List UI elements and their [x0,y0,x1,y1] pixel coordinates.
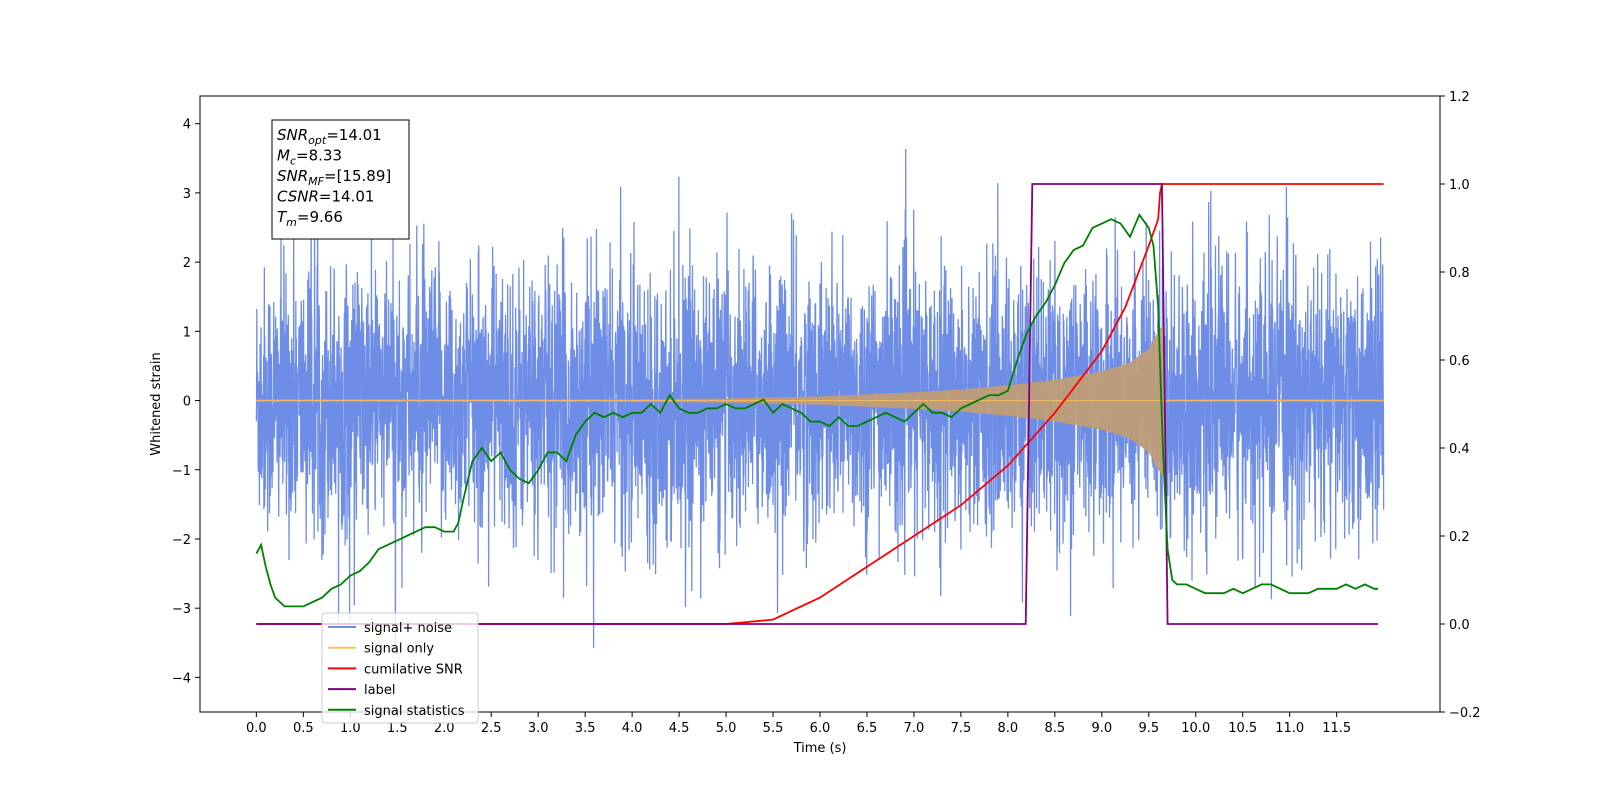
x-tick-label: 6.0 [810,721,831,736]
y-axis-left: 4 3 2 1 0 −1 −2 −3 −4 [172,118,200,686]
y2-tick-label: 0.6 [1449,354,1470,369]
legend-frame [321,612,479,724]
x-axis-label: Time (s) [793,741,847,756]
x-tick-label: 6.5 [857,721,878,736]
y-tick-label: −3 [172,602,191,617]
x-tick-label: 10.0 [1181,721,1210,736]
y-axis-right: 1.2 1.0 0.8 0.6 0.4 0.2 0.0 −0.2 [1440,90,1481,721]
legend: signal+ noise signal only cumilative SNR la… [321,612,479,724]
x-tick-label: 3.0 [528,721,549,736]
legend-label: label [364,683,395,698]
y2-tick-label: 0.0 [1449,618,1470,633]
y-tick-label: 1 [183,325,191,340]
annotation-line: Tm=9.66 [277,208,343,229]
annotation-line: SNRopt=14.01 [277,126,382,147]
x-tick-label: 8.5 [1045,721,1066,736]
x-tick-label: 5.0 [716,721,737,736]
legend-label: signal statistics [364,704,465,719]
x-tick-label: 0.0 [246,721,267,736]
x-tick-label: 5.5 [763,721,784,736]
y-tick-label: 3 [183,187,191,202]
series-signal-noise [255,149,1385,654]
y-tick-label: 0 [183,395,191,410]
x-tick-label: 7.5 [951,721,972,736]
x-tick-label: 7.0 [904,721,925,736]
y2-tick-label: 1.2 [1449,90,1470,105]
x-tick-label: 11.5 [1322,721,1351,736]
y2-tick-label: 0.8 [1449,266,1470,281]
series-label [256,183,1378,625]
x-tick-label: 1.5 [387,721,408,736]
series-layer [255,149,1385,654]
y2-tick-label: 1.0 [1449,178,1470,193]
series-signal-statistics [255,212,1378,608]
y-tick-label: 2 [183,256,191,271]
y-tick-label: −2 [172,533,191,548]
y-tick-label: −1 [172,464,191,479]
annotation-line: SNRMF=[15.89] [277,167,391,188]
annotation-box: SNRopt=14.01Mc=8.33SNRMF=[15.89]CSNR=14.… [271,119,410,240]
legend-label: signal+ noise [364,621,452,636]
legend-label: cumilative SNR [364,662,463,677]
x-tick-label: 1.0 [340,721,361,736]
x-tick-label: 4.5 [669,721,690,736]
x-axis: 0.0 0.5 1.0 1.5 2.0 2.5 3.0 3.5 4.0 4.5 5.0 5.5 6.0 6… [246,712,1351,736]
x-tick-label: 2.0 [434,721,455,736]
annotation-line: Mc=8.33 [277,147,342,168]
legend-label: signal only [364,642,434,657]
x-tick-label: 2.5 [481,721,502,736]
x-tick-label: 3.5 [575,721,596,736]
x-tick-label: 4.0 [622,721,643,736]
y2-tick-label: 0.2 [1449,530,1470,545]
x-tick-label: 9.5 [1138,721,1159,736]
y2-tick-label: −0.2 [1449,706,1481,721]
annotation-line: CSNR=14.01 [277,188,374,206]
y2-tick-label: 0.4 [1449,442,1470,457]
x-tick-label: 10.5 [1228,721,1257,736]
x-tick-label: 9.0 [1091,721,1112,736]
y-tick-label: 4 [183,118,191,133]
annotation-frame [271,119,410,240]
series-cumulative-snr [256,183,1384,625]
x-tick-label: 0.5 [293,721,314,736]
y-tick-label: −4 [172,671,191,686]
x-tick-label: 11.0 [1275,721,1304,736]
x-tick-label: 8.0 [998,721,1019,736]
y-axis-label: Whitened strain [149,352,164,455]
